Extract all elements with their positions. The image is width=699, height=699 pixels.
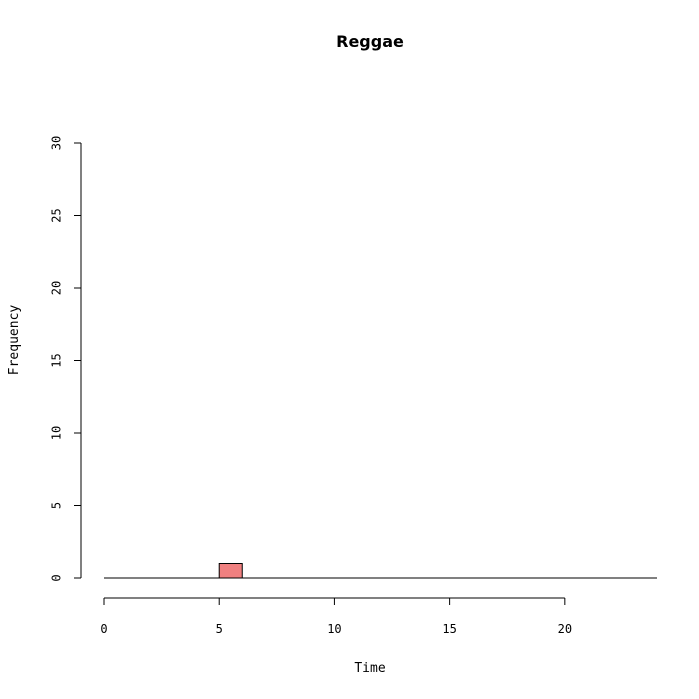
y-tick-label: 0 [50, 574, 64, 581]
x-axis: 0 5 10 15 20 [100, 597, 572, 636]
x-tick-label: 10 [327, 622, 341, 636]
x-tick-label: 0 [100, 622, 107, 636]
x-axis-label: Time [354, 661, 385, 676]
histogram-bar [218, 563, 243, 579]
y-tick-label: 20 [50, 281, 64, 295]
y-tick-label: 5 [50, 502, 64, 509]
y-axis-label: Frequency [7, 305, 22, 376]
bars [218, 563, 243, 579]
x-tick-label: 20 [558, 622, 572, 636]
chart-title: Reggae [336, 32, 404, 51]
x-tick-label: 5 [216, 622, 223, 636]
y-tick-label: 25 [50, 208, 64, 222]
y-tick-label: 15 [50, 353, 64, 367]
y-tick-label: 30 [50, 136, 64, 150]
y-axis: 0 5 10 15 20 25 30 [50, 136, 82, 582]
y-tick-label: 10 [50, 426, 64, 440]
x-tick-label: 15 [442, 622, 456, 636]
